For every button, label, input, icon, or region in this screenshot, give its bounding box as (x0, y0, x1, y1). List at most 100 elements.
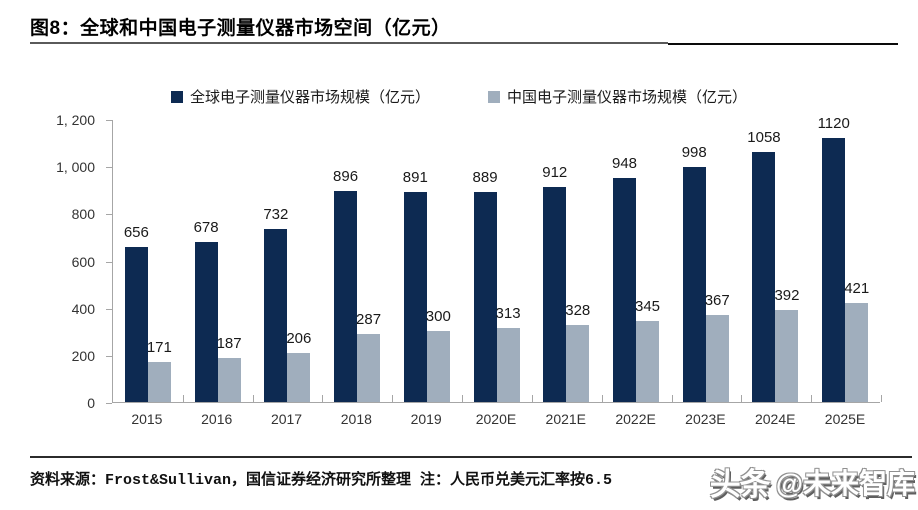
bar-global: 732 (263, 207, 288, 402)
bar-value-label: 287 (356, 311, 382, 328)
bar-value-label: 912 (542, 164, 568, 181)
bar-global: 998 (682, 145, 707, 402)
bar-value-label: 1120 (817, 115, 850, 132)
title-rule (30, 42, 668, 44)
x-axis-label: 2019 (410, 411, 442, 427)
x-tick-mark (253, 395, 254, 402)
bar-value-label: 345 (634, 298, 661, 315)
watermark-handle: @未来智库 (775, 467, 915, 499)
bar-value-label: 998 (681, 144, 707, 161)
x-tick-mark (741, 395, 742, 402)
bar-china: 328 (565, 303, 590, 402)
y-tick-mark (106, 403, 112, 404)
bar-value-label: 896 (333, 168, 359, 185)
x-tick-mark (602, 395, 603, 402)
bar-value-label: 171 (146, 339, 172, 356)
x-tick-mark (811, 395, 812, 402)
bar-group: 998 367 (671, 120, 741, 402)
bar-china: 421 (844, 281, 869, 402)
bar-value-label: 656 (123, 224, 149, 241)
y-tick-mark (106, 261, 112, 263)
bar-global: 678 (194, 220, 219, 402)
bar-global: 889 (473, 170, 498, 402)
x-tick-mark (881, 395, 882, 402)
x-tick-mark (392, 395, 393, 402)
bar-global: 912 (542, 165, 567, 402)
bar-china: 367 (705, 293, 730, 402)
bar-value-label: 392 (774, 287, 800, 304)
chart-legend: 全球电子测量仪器市场规模（亿元） 中国电子测量仪器市场规模（亿元） (0, 86, 918, 107)
bar-group: 732 206 (252, 120, 322, 402)
bar-global: 1058 (747, 130, 781, 402)
x-axis-label: 2015 (131, 411, 163, 427)
figure-title: 图8：全球和中国电子测量仪器市场空间（亿元） (30, 18, 451, 39)
bar-groups: 656 171 678 187 732 206 896 287 891 300 889 313 912 3… (113, 116, 880, 402)
legend-label-china: 中国电子测量仪器市场规模（亿元） (507, 89, 748, 106)
bar-china: 392 (774, 288, 799, 402)
y-tick-label: 400 (71, 300, 95, 317)
bar-value-label: 889 (472, 169, 498, 186)
bar-value-label: 678 (193, 219, 219, 236)
bar-group: 889 313 (462, 120, 532, 402)
bar-value-label: 732 (263, 206, 289, 223)
y-tick-label: 0 (87, 395, 95, 411)
bar-china: 345 (635, 299, 660, 402)
x-axis-label: 2017 (270, 411, 303, 427)
bar-china: 287 (356, 312, 381, 402)
bar-china: 206 (286, 331, 311, 402)
bar-value-label: 421 (844, 280, 870, 297)
bar-global: 891 (403, 170, 428, 402)
bar-global: 948 (612, 156, 637, 402)
y-tick-label: 1, 200 (56, 112, 95, 128)
bar-china: 313 (496, 306, 521, 402)
x-axis-labels: 2015 2016 2017 2018 2019 2020E 2021E 2022E 2023E… (112, 411, 880, 427)
bar-value-label: 367 (704, 292, 730, 309)
x-axis-label: 2022E (615, 411, 656, 427)
legend-item-china: 中国电子测量仪器市场规模（亿元） (488, 86, 747, 107)
bar-global: 656 (124, 225, 149, 402)
bar-value-label: 1058 (747, 129, 781, 146)
source-note: 资料来源：Frost&Sullivan，国信证券经济研究所整理 注：人民币兑美元… (30, 472, 613, 489)
bar-group: 1058 392 (741, 120, 811, 402)
bar-group: 656 171 (113, 120, 183, 402)
watermark: 头条 @未来智库 (710, 459, 915, 504)
bar-china: 171 (147, 340, 172, 402)
bar-value-label: 948 (611, 155, 638, 172)
watermark-brand-logo: 头条 (709, 467, 771, 502)
bar-global: 1120 (818, 116, 850, 402)
y-tick-label: 1, 000 (56, 159, 95, 176)
bar-group: 678 187 (183, 120, 253, 402)
legend-swatch-global (170, 90, 183, 103)
bottom-rule (30, 456, 912, 458)
x-axis-label: 2018 (340, 411, 372, 427)
x-axis-label: 2025E (824, 411, 866, 427)
bar-group: 891 300 (392, 120, 462, 402)
x-axis-label: 2020E (475, 411, 517, 427)
y-tick-label: 200 (71, 347, 95, 364)
y-tick-mark (106, 120, 112, 121)
legend-label-global: 全球电子测量仪器市场规模（亿元） (189, 89, 430, 106)
bar-china: 187 (217, 336, 242, 402)
bar-value-label: 300 (425, 308, 451, 325)
y-axis: 0 200 400 600 800 1, 000 1, 200 (0, 112, 112, 411)
y-tick-mark (106, 308, 112, 310)
bar-group: 948 345 (601, 120, 671, 402)
y-tick-mark (106, 355, 112, 357)
bar-value-label: 187 (216, 335, 242, 352)
bar-value-label: 328 (565, 302, 591, 319)
bar-value-label: 206 (286, 330, 312, 347)
bar-china: 300 (426, 309, 451, 402)
bar-group: 896 287 (322, 120, 392, 402)
x-axis-label: 2023E (685, 411, 726, 427)
y-tick-mark (106, 167, 112, 169)
y-tick-label: 600 (71, 253, 95, 270)
legend-swatch-china (488, 90, 500, 103)
bar-global: 896 (333, 169, 358, 402)
plot-area: 656 171 678 187 732 206 896 287 891 300 889 313 912 3… (112, 116, 882, 403)
bar-group: 912 328 (531, 120, 601, 402)
bar-value-label: 313 (495, 305, 521, 322)
x-tick-mark (462, 395, 463, 402)
x-axis-label: 2016 (201, 411, 233, 427)
y-tick-label: 800 (71, 206, 95, 223)
